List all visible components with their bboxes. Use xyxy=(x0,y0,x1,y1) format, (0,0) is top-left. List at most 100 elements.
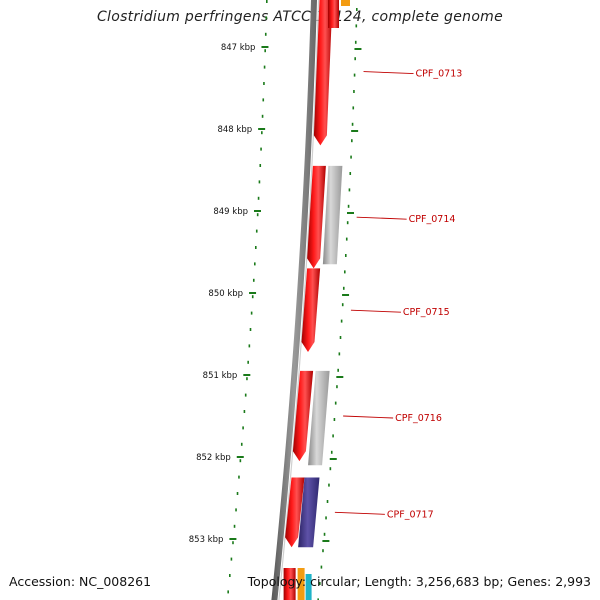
gene-label-leader xyxy=(356,216,407,220)
scale-dot xyxy=(259,164,262,167)
scale-dot xyxy=(334,401,337,405)
scale-dot xyxy=(319,582,321,585)
scale-dot xyxy=(330,450,333,454)
scale-dot xyxy=(343,270,346,274)
scale-dot xyxy=(251,295,254,299)
scale-dot xyxy=(333,418,336,421)
scale-dot xyxy=(351,122,354,126)
scale-dot xyxy=(244,393,247,397)
scale-dot xyxy=(353,73,356,77)
scale-dot xyxy=(348,188,351,192)
kbp-tick-label: 847 kbp xyxy=(221,43,256,53)
scale-dot xyxy=(260,147,262,151)
scale-dot xyxy=(341,303,344,307)
gene-label-leader xyxy=(363,71,414,75)
scale-dot xyxy=(355,24,358,28)
scale-dot xyxy=(250,311,253,315)
scale-dot xyxy=(258,180,261,184)
scale-dot xyxy=(354,40,357,44)
gene-arrow-orange[interactable] xyxy=(297,568,305,600)
gene-arrow-red[interactable] xyxy=(328,0,339,28)
gene-arrow-red[interactable] xyxy=(283,568,296,600)
gene-arrow-gray[interactable] xyxy=(308,370,330,466)
scale-dot xyxy=(233,524,236,528)
gene-arrow-red[interactable] xyxy=(301,268,321,353)
scale-dot xyxy=(336,385,338,389)
scale-dot xyxy=(247,360,249,364)
scale-dot xyxy=(347,204,350,208)
gene-arrow-gray[interactable] xyxy=(322,165,343,265)
scale-dot xyxy=(264,32,267,36)
scale-dot xyxy=(249,328,252,331)
scale-dot xyxy=(254,246,257,249)
kbp-tick-label: 850 kbp xyxy=(208,289,243,299)
kbp-tick-outer xyxy=(346,212,354,214)
scale-dot xyxy=(248,344,251,348)
gene-label-leader xyxy=(343,415,394,419)
gene-arrow-red[interactable] xyxy=(307,165,326,269)
kbp-tick-outer xyxy=(336,376,344,378)
scale-dot xyxy=(242,426,244,430)
gene-label[interactable]: CPF_0714 xyxy=(409,214,456,225)
scale-dot xyxy=(353,90,355,93)
gene-label[interactable]: CPF_0715 xyxy=(403,307,450,318)
scale-dot xyxy=(253,262,256,266)
scale-dot xyxy=(257,196,260,200)
scale-dot xyxy=(345,237,348,241)
kbp-tick-label: 849 kbp xyxy=(213,207,248,217)
kbp-tick-label: 848 kbp xyxy=(217,125,252,135)
scale-dot xyxy=(243,410,246,413)
scale-dot xyxy=(236,492,239,495)
scale-dot xyxy=(252,278,255,282)
scale-dot xyxy=(246,377,248,381)
scale-dot xyxy=(261,114,264,118)
scale-dot xyxy=(263,65,266,69)
scale-dot xyxy=(265,16,268,20)
kbp-tick-outer xyxy=(342,294,350,296)
gene-arrow-purple[interactable] xyxy=(298,477,320,548)
kbp-tick-label: 852 kbp xyxy=(196,453,231,463)
scale-dot xyxy=(351,139,353,143)
scale-dot xyxy=(262,98,265,102)
gene-arrow-red[interactable] xyxy=(285,477,305,548)
scale-dot xyxy=(264,49,266,53)
scale-dot xyxy=(239,459,242,463)
scale-dot xyxy=(266,0,268,3)
kbp-tick xyxy=(261,46,269,48)
scale-dot xyxy=(240,442,243,446)
scale-dot xyxy=(350,155,352,159)
gene-arrow-red[interactable] xyxy=(313,0,333,146)
scale-dot xyxy=(261,131,263,135)
gene-label[interactable]: CPF_0716 xyxy=(395,413,442,424)
kbp-tick-label: 853 kbp xyxy=(189,535,224,545)
scale-dot xyxy=(325,516,327,520)
backbone-rail xyxy=(278,0,320,600)
scale-dot xyxy=(326,500,329,503)
gene-arrow-red[interactable] xyxy=(292,370,314,462)
scale-dot xyxy=(227,590,229,594)
scale-dot xyxy=(255,229,258,233)
scale-dot xyxy=(346,221,349,225)
kbp-tick xyxy=(229,538,237,540)
gene-arrow-orange[interactable] xyxy=(341,0,350,6)
scale-dot xyxy=(328,483,330,487)
scale-dot xyxy=(340,319,343,323)
scale-dot xyxy=(235,508,237,512)
scale-dot xyxy=(317,598,319,600)
map-title: Clostridium perfringens ATCC 13124, comp… xyxy=(96,9,504,25)
scale-dot xyxy=(232,541,234,545)
scale-dot xyxy=(256,213,259,217)
gene-arrow-cyan[interactable] xyxy=(305,574,312,600)
kbp-tick-outer xyxy=(354,48,362,50)
scale-dot xyxy=(352,106,355,110)
kbp-tick xyxy=(243,374,251,376)
gene-label[interactable]: CPF_0713 xyxy=(416,69,463,80)
gene-label[interactable]: CPF_0717 xyxy=(387,509,434,520)
kbp-tick xyxy=(258,128,266,130)
scale-dot xyxy=(339,336,342,339)
gene-labels: CPF_0713 CPF_0714 CPF_0715 CPF_0716 CPF_0717 xyxy=(334,69,463,520)
kbp-tick-outer xyxy=(322,540,330,542)
topology-label: Topology: circular; Length: 3,256,683 bp… xyxy=(247,574,591,589)
